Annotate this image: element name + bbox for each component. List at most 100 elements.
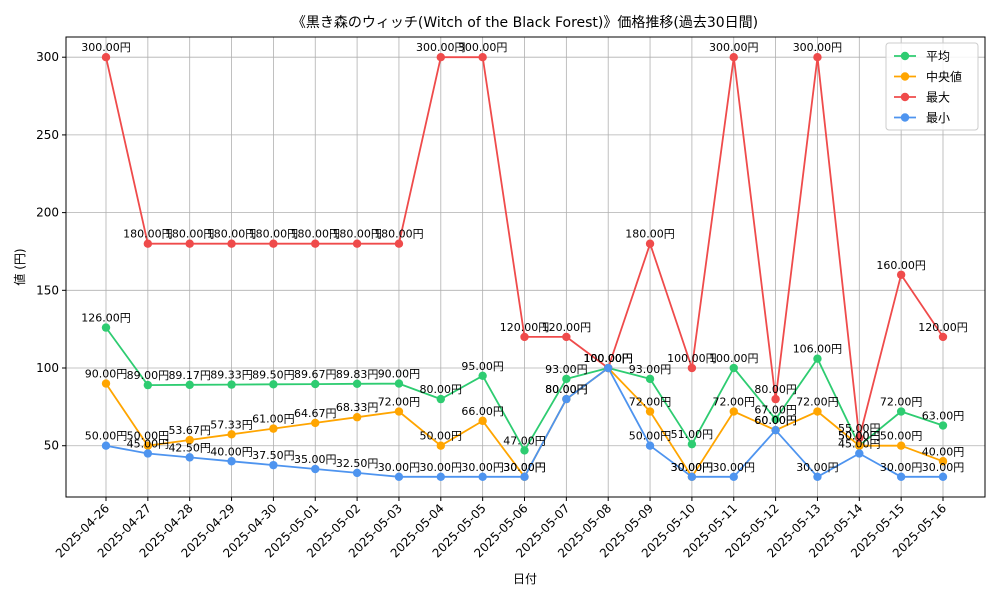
y-tick-label: 50: [44, 439, 59, 453]
data-point-mean: [938, 421, 948, 430]
data-point-mean: [478, 371, 487, 380]
data-label-mean: 95.00円: [461, 360, 504, 373]
y-tick-label: 100: [36, 361, 59, 375]
data-label-mean: 89.17円: [168, 369, 211, 382]
data-point-min: [645, 441, 655, 450]
x-axis-label: 日付: [513, 572, 537, 586]
data-point-min: [101, 441, 111, 450]
legend-box: [885, 42, 979, 131]
data-label-min: 30.00円: [461, 461, 504, 474]
data-point-median: [938, 457, 948, 466]
y-tick-label: 200: [36, 206, 59, 220]
data-label-max: 80.00円: [754, 383, 797, 396]
data-point-min: [227, 457, 236, 466]
data-label-min: 30.00円: [671, 461, 714, 474]
data-point-max: [645, 239, 655, 248]
data-label-min: 35.00円: [294, 453, 337, 466]
legend-item-min: 最小: [894, 111, 950, 125]
legend-label: 最大: [926, 91, 950, 105]
data-label-min: 37.50円: [252, 449, 295, 462]
data-label-max: 180.00円: [332, 228, 382, 241]
data-label-mean: 63.00円: [922, 410, 965, 423]
data-label-median: 72.00円: [629, 396, 672, 409]
data-point-max: [938, 332, 948, 342]
data-point-mean: [562, 374, 571, 384]
data-point-min: [813, 472, 822, 481]
data-point-median: [352, 413, 362, 422]
data-label-mean: 89.50円: [252, 368, 295, 381]
data-label-mean: 47.00円: [503, 434, 546, 447]
data-point-max: [562, 332, 571, 342]
data-label-mean: 100.00円: [583, 352, 633, 365]
data-label-median: 72.00円: [713, 396, 756, 409]
line-series-min: [101, 363, 948, 481]
data-label-mean: 89.83円: [336, 368, 379, 381]
data-point-min: [394, 472, 404, 481]
data-label-median: 50.00円: [880, 430, 923, 443]
legend-label: 最小: [926, 111, 950, 125]
data-label-min: 30.00円: [713, 461, 756, 474]
data-point-mean: [227, 380, 236, 389]
data-label-mean: 67.00円: [754, 403, 797, 416]
data-label-max: 180.00円: [249, 228, 299, 241]
data-label-min: 50.00円: [85, 430, 128, 443]
data-label-median: 30.00円: [671, 461, 714, 474]
data-point-min: [269, 460, 278, 470]
data-label-max: 120.00円: [918, 321, 968, 334]
data-point-min: [562, 394, 571, 404]
series-lines: [101, 53, 948, 481]
data-label-max: 300.00円: [416, 41, 466, 54]
data-label-max: 120.00円: [500, 321, 550, 334]
data-point-max: [269, 239, 278, 248]
data-point-max: [394, 239, 404, 248]
data-label-mean: 93.00円: [629, 363, 672, 376]
data-label-mean: 89.33円: [210, 369, 253, 382]
data-point-mean: [352, 379, 362, 389]
data-point-max: [352, 239, 362, 248]
data-point-mean: [813, 354, 822, 363]
data-point-mean: [185, 380, 194, 390]
data-point-median: [227, 430, 236, 439]
data-point-max: [436, 53, 445, 62]
data-point-max: [101, 53, 111, 62]
data-label-median: 90.00円: [85, 368, 128, 381]
data-point-median: [311, 418, 320, 428]
data-point-max: [478, 53, 487, 62]
data-label-min: 45.00円: [838, 437, 881, 450]
data-label-max: 300.00円: [458, 41, 508, 54]
data-label-min: 30.00円: [880, 461, 923, 474]
data-point-median: [185, 435, 194, 445]
data-point-mean: [687, 439, 697, 449]
data-point-min: [311, 464, 320, 474]
data-label-max: 180.00円: [207, 228, 257, 241]
data-point-mean: [394, 379, 404, 388]
data-point-mean: [436, 394, 445, 404]
data-label-min: 60.00円: [754, 414, 797, 427]
data-point-median: [855, 441, 864, 450]
data-label-median: 64.67円: [294, 407, 337, 420]
data-point-mean: [143, 380, 153, 390]
data-label-min: 30.00円: [378, 461, 421, 474]
data-labels: 126.00円 89.00円 89.17円 89.33円 89.50円 89.67円 89.…: [81, 41, 968, 474]
data-label-median: 66.00円: [461, 405, 504, 418]
data-point-min: [436, 472, 445, 481]
data-label-min: 40.00円: [210, 445, 253, 458]
data-label-mean: 51.00円: [671, 428, 714, 441]
data-point-min: [143, 449, 153, 458]
data-label-min: 30.00円: [503, 461, 546, 474]
data-point-median: [269, 424, 278, 433]
data-point-median: [896, 441, 906, 450]
data-point-mean: [101, 323, 111, 332]
data-label-max: 55.00円: [838, 422, 881, 435]
data-point-min: [896, 472, 906, 481]
y-tick-label: 300: [36, 50, 59, 64]
data-point-median: [436, 441, 445, 450]
data-point-median: [143, 441, 153, 450]
data-label-mean: 126.00円: [81, 312, 131, 325]
data-point-mean: [311, 379, 320, 389]
grid: [66, 37, 985, 497]
data-point-median: [813, 407, 822, 416]
legend-marker: [900, 113, 910, 122]
